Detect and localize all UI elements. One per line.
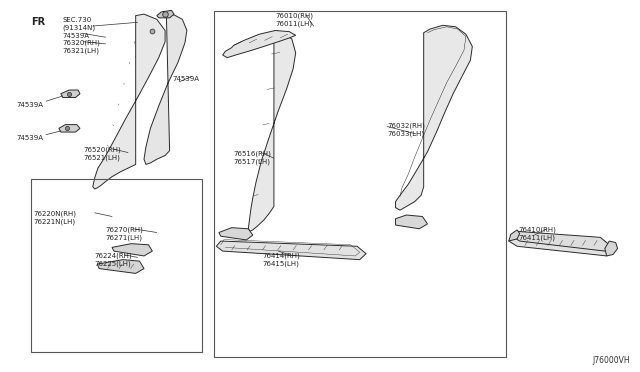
Text: 76220N(RH)
76221N(LH): 76220N(RH) 76221N(LH) [33, 210, 76, 225]
Polygon shape [219, 228, 253, 240]
Polygon shape [157, 10, 174, 18]
Polygon shape [216, 241, 366, 260]
Text: 74539A: 74539A [173, 76, 200, 82]
Text: 74539A: 74539A [16, 102, 43, 108]
Text: 76224(RH)
76225(LH): 76224(RH) 76225(LH) [95, 253, 132, 267]
Polygon shape [396, 25, 472, 210]
Polygon shape [223, 31, 296, 58]
Polygon shape [93, 14, 165, 189]
Polygon shape [509, 230, 520, 241]
Polygon shape [248, 33, 296, 231]
Text: 74539A: 74539A [63, 33, 90, 39]
Polygon shape [509, 236, 613, 256]
Text: 76010(RH)
76011(LH): 76010(RH) 76011(LH) [275, 12, 313, 27]
Polygon shape [512, 231, 609, 251]
Text: 76320(RH)
76321(LH): 76320(RH) 76321(LH) [63, 40, 100, 54]
Text: 76270(RH)
76271(LH): 76270(RH) 76271(LH) [106, 227, 143, 241]
Text: 76414(RH)
76415(LH): 76414(RH) 76415(LH) [262, 253, 300, 267]
Polygon shape [59, 125, 80, 132]
Text: 76410(RH)
76411(LH): 76410(RH) 76411(LH) [518, 227, 556, 241]
Bar [214, 11, 506, 357]
Polygon shape [112, 244, 152, 256]
Text: 76516(RH)
76517(LH): 76516(RH) 76517(LH) [234, 151, 271, 165]
Polygon shape [605, 241, 618, 256]
Bar [31, 179, 202, 352]
Text: J76000VH: J76000VH [593, 356, 630, 365]
Polygon shape [97, 260, 144, 273]
Text: SEC.730
(91314N): SEC.730 (91314N) [63, 17, 96, 31]
Polygon shape [61, 90, 80, 97]
Text: 74539A: 74539A [16, 135, 43, 141]
Polygon shape [396, 215, 428, 229]
Polygon shape [144, 15, 187, 164]
Text: 76520(RH)
76521(LH): 76520(RH) 76521(LH) [83, 147, 121, 161]
Text: FR: FR [31, 17, 45, 27]
Text: 76032(RH)
76033(LH): 76032(RH) 76033(LH) [387, 123, 425, 137]
